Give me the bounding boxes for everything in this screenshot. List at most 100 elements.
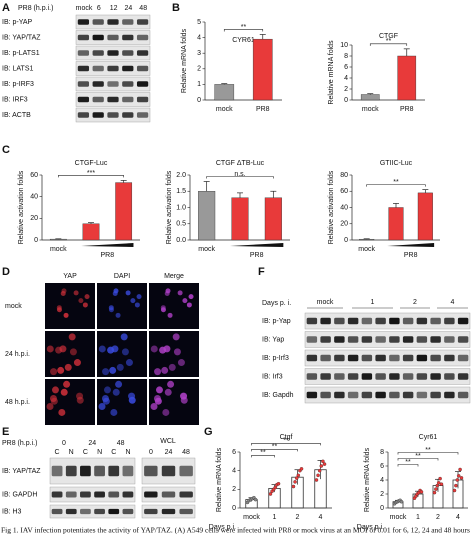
cell [78, 298, 84, 304]
data-point [438, 476, 442, 481]
blot-band [320, 354, 331, 362]
cell [98, 402, 106, 410]
row-label: IB: p-Irf3 [262, 355, 289, 362]
blot-band [107, 34, 119, 41]
cell [173, 348, 181, 356]
cell [116, 363, 124, 371]
y-tick-label: 1.0 [176, 204, 186, 211]
blot-band [375, 354, 386, 362]
x-tick-label: 2 [296, 514, 300, 521]
blot-band [108, 465, 120, 477]
bar [388, 207, 404, 241]
blot-band [457, 336, 469, 343]
bar [115, 182, 133, 241]
blot-band [334, 317, 345, 325]
y-tick-label: 6 [344, 64, 348, 71]
y-tick-label: 0 [197, 97, 201, 104]
cell [110, 408, 118, 416]
blot-band [161, 508, 176, 515]
blot-band [179, 465, 193, 477]
blot-band [306, 354, 318, 362]
significance-label: ** [272, 444, 278, 451]
y-tick-label: 40 [340, 204, 348, 211]
cell [112, 388, 120, 396]
blot-band [136, 96, 149, 103]
blot-strip [49, 457, 136, 485]
lane-label: mock [76, 5, 93, 12]
x-tick-label: mock [216, 106, 233, 113]
blot-band [51, 508, 63, 515]
blot-band [444, 391, 455, 399]
blot-band [92, 19, 104, 25]
blot-band [347, 336, 359, 343]
cell [68, 333, 76, 341]
significance-bracket [397, 458, 439, 461]
blot-band [389, 373, 400, 380]
cell [69, 348, 77, 356]
data-point [454, 483, 458, 488]
blot-band [107, 65, 119, 72]
panel-label: F [258, 266, 265, 278]
y-axis-label: Relative mRNA folds [364, 447, 371, 512]
cell [64, 363, 72, 371]
cell [121, 348, 129, 356]
column-label: YAP [63, 273, 77, 280]
blot-band [65, 465, 77, 477]
blot-band [51, 491, 63, 498]
y-tick-label: 5 [197, 19, 201, 26]
significance-label: ** [393, 179, 399, 186]
blot-band [122, 34, 134, 41]
blot-band [375, 391, 386, 399]
blot-band [375, 317, 386, 325]
row-label: IB: LATS1 [2, 65, 33, 72]
blot-band [334, 336, 345, 343]
data-point [456, 474, 461, 478]
bar [359, 238, 375, 241]
data-point [452, 488, 457, 493]
blot-band [122, 19, 134, 25]
blot-band [122, 65, 134, 72]
blot-band [389, 354, 400, 362]
lane-label: 48 [117, 440, 125, 447]
cell [46, 402, 54, 410]
lane-label: N [125, 449, 130, 456]
blot-band [334, 391, 345, 399]
blot-band [320, 317, 331, 325]
data-point [273, 485, 278, 490]
blot-band [306, 391, 318, 399]
data-point [276, 481, 281, 486]
row-label: IB: p-LATS1 [2, 50, 40, 57]
y-tick-label: 2 [380, 491, 384, 498]
data-point [459, 476, 464, 480]
data-point [322, 462, 327, 466]
cell [46, 345, 54, 353]
blot-band [347, 354, 359, 362]
blot-band [77, 50, 90, 56]
y-axis-label: Relative activation folds [166, 170, 173, 244]
chart-title: CTGF ΔTB-Luc [216, 160, 265, 167]
cell [155, 386, 163, 394]
cell [51, 386, 59, 394]
blot-band [65, 508, 77, 515]
blot-band [144, 465, 158, 477]
data-point [253, 497, 258, 502]
data-point [419, 490, 424, 494]
y-tick-label: 4 [232, 468, 236, 475]
blot-band [389, 336, 400, 343]
significance-label: ** [241, 24, 247, 31]
dose-wedge [81, 243, 134, 247]
bar [214, 84, 235, 101]
blot-band [80, 465, 91, 477]
cell [76, 392, 84, 400]
blot-header: Days p. i. [262, 300, 291, 307]
row-label: IB: ACTB [2, 112, 31, 119]
cell [113, 288, 119, 294]
cell [180, 392, 188, 400]
y-tick-label: 2 [197, 66, 201, 73]
chart-title: Cyr61 [419, 434, 438, 441]
cell [167, 312, 173, 318]
cell [98, 345, 106, 353]
data-point [436, 481, 441, 485]
blot-header: PR8 (h.p.i.) [2, 440, 37, 447]
